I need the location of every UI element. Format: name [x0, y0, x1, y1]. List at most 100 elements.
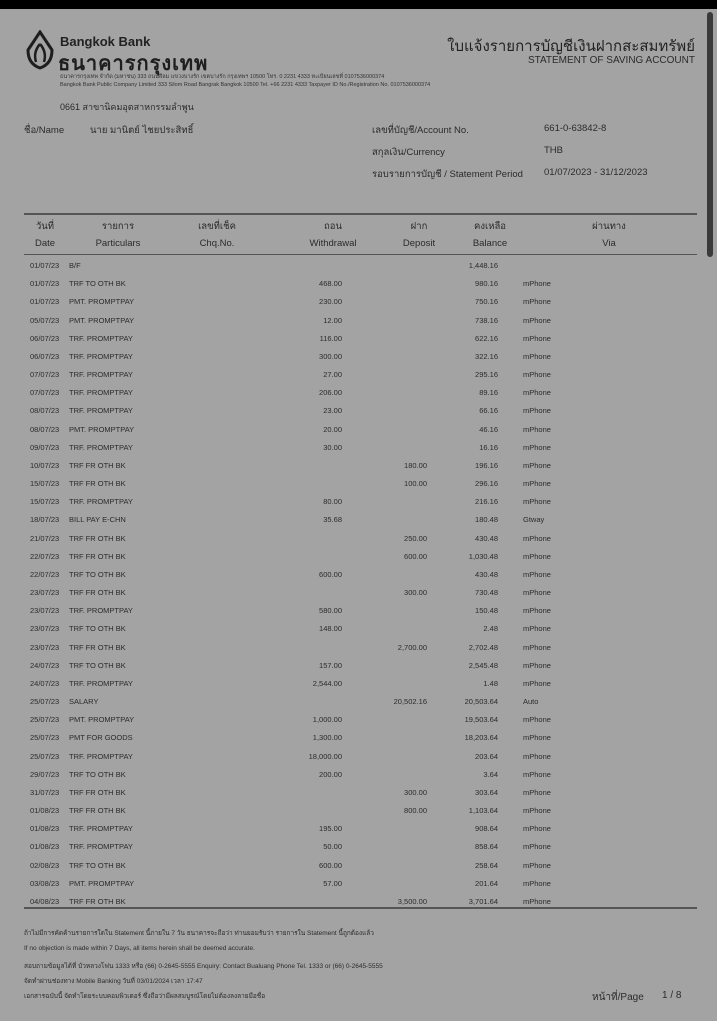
cell-date: 01/07/23 — [30, 261, 60, 270]
cell-via: mPhone — [523, 460, 551, 470]
table-header-rule — [24, 254, 697, 255]
table-row: 01/07/23 TRF TO OTH BK 468.00 980.16 mPhone — [0, 279, 717, 297]
table-row: 15/07/23 TRF. PROMPTPAY 80.00 216.16 mPhone — [0, 497, 717, 515]
table-row: 06/07/23 TRF. PROMPTPAY 300.00 322.16 mPhone — [0, 352, 717, 370]
table-row: 01/07/23 B/F 1,448.16 — [0, 261, 717, 279]
cell-particulars: TRF TO OTH BK — [69, 624, 126, 634]
cell-particulars: TRF FR OTH BK — [69, 479, 126, 489]
table-row: 01/08/23 TRF FR OTH BK 800.00 1,103.64 mPhon… — [0, 806, 717, 824]
cell-balance: 980.16 — [475, 279, 498, 289]
cell-withdrawal: 116.00 — [319, 333, 342, 343]
cell-particulars: BILL PAY E-CHN — [69, 515, 126, 525]
cell-date: 09/07/23 — [30, 442, 60, 452]
cell-particulars: TRF. PROMPTPAY — [69, 606, 133, 616]
cell-deposit: 3,500.00 — [397, 896, 427, 906]
cell-particulars: SALARY — [69, 697, 99, 707]
cell-via: mPhone — [523, 297, 551, 307]
table-row: 08/07/23 TRF. PROMPTPAY 23.00 66.16 mPhone — [0, 406, 717, 424]
bank-name-en: Bangkok Bank — [60, 34, 151, 49]
cell-withdrawal: 600.00 — [319, 569, 342, 579]
cell-via: mPhone — [523, 624, 551, 634]
cell-date: 01/07/23 — [30, 297, 60, 307]
cell-withdrawal: 1,000.00 — [312, 715, 342, 725]
cell-balance: 858.64 — [475, 842, 498, 852]
cell-balance: 19,503.64 — [464, 715, 498, 725]
cell-particulars: PMT. PROMPTPAY — [69, 715, 135, 725]
header-particulars-en: Particulars — [95, 238, 141, 249]
cell-particulars: PMT. PROMPTPAY — [69, 878, 135, 888]
account-no-value: 661-0-63842-8 — [544, 123, 607, 134]
table-row: 22/07/23 TRF FR OTH BK 600.00 1,030.48 mPhon… — [0, 552, 717, 570]
cell-withdrawal: 230.00 — [319, 297, 342, 307]
cell-via: mPhone — [523, 588, 551, 598]
cell-date: 10/07/23 — [30, 460, 60, 470]
table-row: 25/07/23 PMT. PROMPTPAY 1,000.00 19,503.64 m… — [0, 715, 717, 733]
cell-via: mPhone — [523, 769, 551, 779]
cell-via: mPhone — [523, 642, 551, 652]
table-row: 06/07/23 TRF. PROMPTPAY 116.00 622.16 mPhone — [0, 334, 717, 352]
cell-deposit: 800.00 — [404, 806, 427, 816]
header-deposit-en: Deposit — [402, 238, 436, 249]
cell-particulars: TRF FR OTH BK — [69, 642, 126, 652]
cell-withdrawal: 80.00 — [323, 497, 342, 507]
cell-withdrawal: 300.00 — [319, 351, 342, 361]
cell-withdrawal: 30.00 — [323, 442, 342, 452]
cell-particulars: TRF. PROMPTPAY — [69, 351, 133, 361]
cell-particulars: TRF. PROMPTPAY — [69, 442, 133, 452]
footer-line: จัดทำผ่านช่องทาง Mobile Banking วันที่ 0… — [24, 978, 203, 985]
cell-via: mPhone — [523, 569, 551, 579]
cell-withdrawal: 600.00 — [319, 860, 342, 870]
cell-date: 05/07/23 — [30, 315, 60, 325]
header-via-th: ผ่านทาง — [592, 221, 626, 232]
cell-deposit: 300.00 — [404, 588, 427, 598]
cell-deposit: 100.00 — [404, 479, 427, 489]
cell-particulars: PMT. PROMPTPAY — [69, 315, 135, 325]
cell-withdrawal: 468.00 — [319, 279, 342, 289]
cell-particulars: PMT FOR GOODS — [69, 733, 133, 743]
cell-balance: 20,503.64 — [464, 697, 498, 707]
cell-via: mPhone — [523, 533, 551, 543]
cell-via: mPhone — [523, 678, 551, 688]
header-deposit-th: ฝาก — [410, 221, 428, 232]
cell-balance: 196.16 — [475, 460, 498, 470]
cell-deposit: 2,700.00 — [397, 642, 427, 652]
cell-balance: 258.64 — [475, 860, 498, 870]
table-row: 01/07/23 PMT. PROMPTPAY 230.00 750.16 mPhone — [0, 297, 717, 315]
cell-particulars: TRF FR OTH BK — [69, 588, 126, 598]
bank-address-th: ธนาคารกรุงเทพ จำกัด (มหาชน) 333 ถนนสีลม … — [60, 74, 385, 80]
cell-withdrawal: 2,544.00 — [312, 678, 342, 688]
scrollbar[interactable] — [707, 12, 713, 257]
cell-via: mPhone — [523, 660, 551, 670]
table-top-rule — [24, 213, 697, 215]
header-date-en: Date — [34, 238, 56, 249]
cell-particulars: TRF. PROMPTPAY — [69, 388, 133, 398]
cell-date: 15/07/23 — [30, 497, 60, 507]
cell-deposit: 250.00 — [404, 533, 427, 543]
cell-via: mPhone — [523, 824, 551, 834]
cell-date: 22/07/23 — [30, 569, 60, 579]
cell-particulars: TRF. PROMPTPAY — [69, 370, 133, 380]
cell-withdrawal: 27.00 — [323, 370, 342, 380]
cell-date: 23/07/23 — [30, 624, 60, 634]
bank-address-en: Bangkok Bank Public Company Limited 333 … — [60, 82, 431, 88]
cell-withdrawal: 200.00 — [319, 769, 342, 779]
cell-balance: 203.64 — [475, 751, 498, 761]
cell-particulars: PMT. PROMPTPAY — [69, 424, 135, 434]
cell-date: 24/07/23 — [30, 660, 60, 670]
cell-balance: 89.16 — [479, 388, 498, 398]
cell-date: 06/07/23 — [30, 351, 60, 361]
cell-balance: 2.48 — [483, 624, 498, 634]
cell-via: mPhone — [523, 406, 551, 416]
cell-balance: 730.48 — [475, 588, 498, 598]
cell-balance: 430.48 — [475, 569, 498, 579]
page-label: หน้าที่/Page — [592, 992, 644, 1003]
cell-date: 25/07/23 — [30, 715, 60, 725]
table-row: 21/07/23 TRF FR OTH BK 250.00 430.48 mPhone — [0, 534, 717, 552]
cell-via: mPhone — [523, 860, 551, 870]
header-particulars-th: รายการ — [101, 221, 135, 232]
cell-via: mPhone — [523, 424, 551, 434]
table-row: 31/07/23 TRF FR OTH BK 300.00 303.64 mPhone — [0, 788, 717, 806]
cell-via: mPhone — [523, 715, 551, 725]
cell-balance: 46.16 — [479, 424, 498, 434]
cell-via: Auto — [523, 697, 539, 707]
